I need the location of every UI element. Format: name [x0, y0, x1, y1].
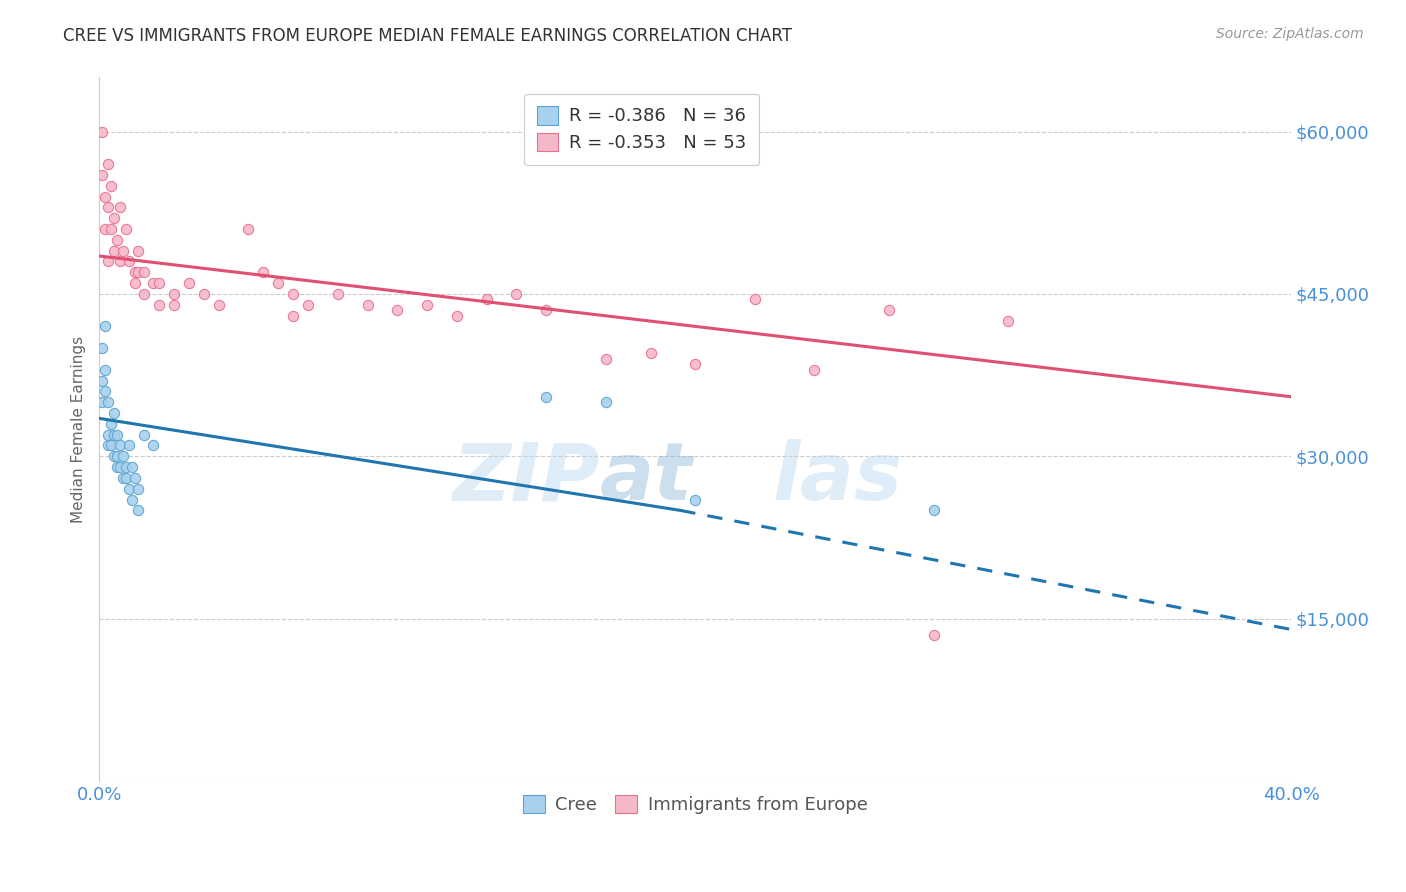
Point: [446, 309, 468, 323]
Point: [100, 417, 122, 431]
Point: [124, 471, 146, 485]
Point: [683, 492, 706, 507]
Point: [148, 276, 170, 290]
Point: [97, 427, 120, 442]
Point: [112, 450, 135, 464]
Point: [207, 298, 229, 312]
Point: [100, 222, 122, 236]
Point: [110, 460, 132, 475]
Point: [922, 628, 945, 642]
Point: [387, 303, 409, 318]
Point: [281, 287, 304, 301]
Point: [163, 287, 186, 301]
Y-axis label: Median Female Earnings: Median Female Earnings: [72, 335, 86, 523]
Point: [100, 178, 122, 193]
Point: [177, 276, 200, 290]
Point: [142, 438, 165, 452]
Point: [97, 438, 120, 452]
Point: [127, 503, 149, 517]
Text: ZIP: ZIP: [453, 440, 600, 517]
Point: [94, 189, 117, 203]
Point: [127, 244, 149, 258]
Point: [115, 471, 138, 485]
Point: [595, 395, 617, 409]
Legend: Cree, Immigrants from Europe: Cree, Immigrants from Europe: [512, 784, 879, 825]
Point: [91, 341, 114, 355]
Point: [94, 222, 117, 236]
Point: [97, 157, 120, 171]
Point: [922, 503, 945, 517]
Point: [997, 314, 1019, 328]
Point: [193, 287, 215, 301]
Point: [110, 254, 132, 268]
Point: [105, 450, 128, 464]
Point: [252, 265, 274, 279]
Point: [163, 298, 186, 312]
Point: [118, 254, 141, 268]
Point: [595, 351, 617, 366]
Point: [91, 168, 114, 182]
Point: [103, 244, 125, 258]
Text: las: las: [773, 440, 903, 517]
Point: [744, 293, 766, 307]
Point: [148, 298, 170, 312]
Point: [803, 362, 825, 376]
Point: [238, 222, 260, 236]
Point: [683, 357, 706, 371]
Point: [103, 427, 125, 442]
Point: [112, 244, 135, 258]
Point: [536, 303, 558, 318]
Point: [121, 460, 143, 475]
Point: [110, 200, 132, 214]
Point: [103, 450, 125, 464]
Point: [877, 303, 900, 318]
Text: CREE VS IMMIGRANTS FROM EUROPE MEDIAN FEMALE EARNINGS CORRELATION CHART: CREE VS IMMIGRANTS FROM EUROPE MEDIAN FE…: [63, 27, 792, 45]
Point: [91, 124, 114, 138]
Point: [134, 287, 156, 301]
Point: [110, 438, 132, 452]
Point: [134, 265, 156, 279]
Point: [105, 233, 128, 247]
Point: [97, 254, 120, 268]
Point: [103, 211, 125, 226]
Point: [105, 460, 128, 475]
Point: [100, 438, 122, 452]
Point: [536, 390, 558, 404]
Point: [267, 276, 290, 290]
Point: [94, 362, 117, 376]
Point: [134, 427, 156, 442]
Point: [124, 265, 146, 279]
Point: [91, 395, 114, 409]
Point: [118, 482, 141, 496]
Point: [97, 395, 120, 409]
Text: Source: ZipAtlas.com: Source: ZipAtlas.com: [1216, 27, 1364, 41]
Point: [94, 384, 117, 399]
Point: [326, 287, 349, 301]
Point: [91, 374, 114, 388]
Point: [640, 346, 662, 360]
Point: [124, 276, 146, 290]
Point: [115, 222, 138, 236]
Point: [97, 200, 120, 214]
Point: [121, 492, 143, 507]
Point: [505, 287, 527, 301]
Point: [94, 319, 117, 334]
Point: [127, 482, 149, 496]
Point: [297, 298, 319, 312]
Point: [475, 293, 498, 307]
Point: [416, 298, 439, 312]
Point: [105, 427, 128, 442]
Point: [142, 276, 165, 290]
Point: [112, 471, 135, 485]
Point: [281, 309, 304, 323]
Point: [115, 460, 138, 475]
Point: [103, 406, 125, 420]
Point: [127, 265, 149, 279]
Text: at: at: [600, 440, 693, 517]
Point: [118, 438, 141, 452]
Point: [356, 298, 378, 312]
